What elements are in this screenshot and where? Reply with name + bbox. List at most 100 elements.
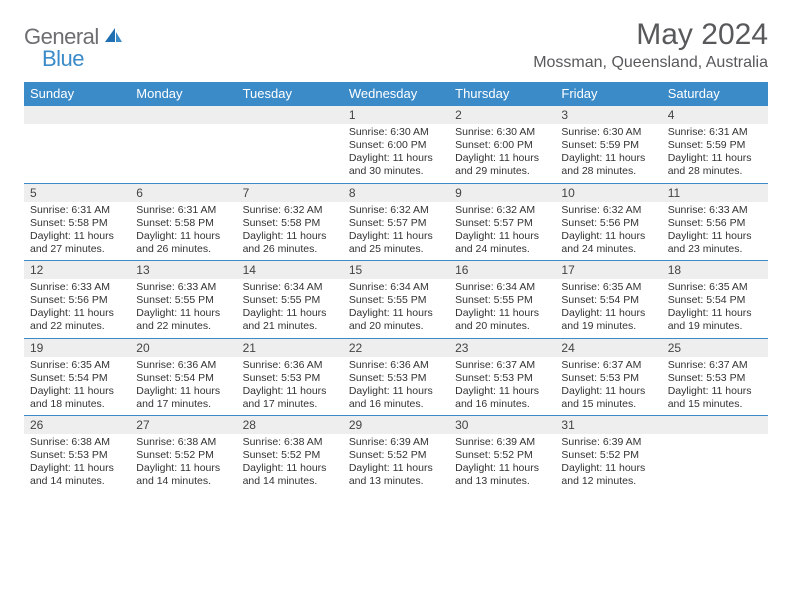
day-content-cell: Sunrise: 6:34 AMSunset: 5:55 PMDaylight:…: [237, 279, 343, 338]
daylight-text-1: Daylight: 11 hours: [349, 230, 443, 243]
day-content-row: Sunrise: 6:38 AMSunset: 5:53 PMDaylight:…: [24, 434, 768, 493]
sunset-text: Sunset: 5:54 PM: [136, 372, 230, 385]
day-content-cell: Sunrise: 6:34 AMSunset: 5:55 PMDaylight:…: [449, 279, 555, 338]
sunset-text: Sunset: 6:00 PM: [455, 139, 549, 152]
day-content-cell: Sunrise: 6:33 AMSunset: 5:56 PMDaylight:…: [24, 279, 130, 338]
daylight-text-2: and 29 minutes.: [455, 165, 549, 178]
daylight-text-2: and 24 minutes.: [561, 243, 655, 256]
day-number-cell: 9: [449, 183, 555, 202]
daylight-text-1: Daylight: 11 hours: [561, 230, 655, 243]
sunrise-text: Sunrise: 6:36 AM: [243, 359, 337, 372]
day-number-row: 19202122232425: [24, 338, 768, 357]
calendar-table: Sunday Monday Tuesday Wednesday Thursday…: [24, 82, 768, 493]
sunset-text: Sunset: 5:53 PM: [455, 372, 549, 385]
day-content-row: Sunrise: 6:30 AMSunset: 6:00 PMDaylight:…: [24, 124, 768, 183]
daylight-text-2: and 16 minutes.: [349, 398, 443, 411]
sunrise-text: Sunrise: 6:37 AM: [561, 359, 655, 372]
daylight-text-1: Daylight: 11 hours: [668, 230, 762, 243]
sunset-text: Sunset: 5:55 PM: [243, 294, 337, 307]
daylight-text-2: and 20 minutes.: [349, 320, 443, 333]
sunrise-text: Sunrise: 6:38 AM: [136, 436, 230, 449]
day-content-cell: Sunrise: 6:35 AMSunset: 5:54 PMDaylight:…: [555, 279, 661, 338]
day-header: Friday: [555, 82, 661, 106]
sunrise-text: Sunrise: 6:37 AM: [455, 359, 549, 372]
day-content-cell: [237, 124, 343, 183]
day-content-cell: Sunrise: 6:31 AMSunset: 5:59 PMDaylight:…: [662, 124, 768, 183]
day-number-cell: [24, 106, 130, 125]
day-number-row: 1234: [24, 106, 768, 125]
sunset-text: Sunset: 6:00 PM: [349, 139, 443, 152]
day-number-cell: 25: [662, 338, 768, 357]
daylight-text-2: and 13 minutes.: [349, 475, 443, 488]
daylight-text-2: and 30 minutes.: [349, 165, 443, 178]
day-content-cell: Sunrise: 6:31 AMSunset: 5:58 PMDaylight:…: [24, 202, 130, 261]
day-header: Saturday: [662, 82, 768, 106]
sunset-text: Sunset: 5:56 PM: [561, 217, 655, 230]
daylight-text-1: Daylight: 11 hours: [30, 230, 124, 243]
daylight-text-2: and 25 minutes.: [349, 243, 443, 256]
daylight-text-2: and 28 minutes.: [561, 165, 655, 178]
daylight-text-1: Daylight: 11 hours: [349, 307, 443, 320]
day-number-cell: 17: [555, 261, 661, 280]
daylight-text-1: Daylight: 11 hours: [668, 307, 762, 320]
sunset-text: Sunset: 5:54 PM: [561, 294, 655, 307]
sunrise-text: Sunrise: 6:36 AM: [349, 359, 443, 372]
day-content-cell: Sunrise: 6:39 AMSunset: 5:52 PMDaylight:…: [343, 434, 449, 493]
sunrise-text: Sunrise: 6:36 AM: [136, 359, 230, 372]
sunset-text: Sunset: 5:55 PM: [349, 294, 443, 307]
day-number-cell: 3: [555, 106, 661, 125]
day-number-row: 12131415161718: [24, 261, 768, 280]
sunrise-text: Sunrise: 6:34 AM: [243, 281, 337, 294]
sunrise-text: Sunrise: 6:38 AM: [243, 436, 337, 449]
day-number-cell: 31: [555, 416, 661, 435]
day-content-cell: Sunrise: 6:38 AMSunset: 5:52 PMDaylight:…: [237, 434, 343, 493]
day-number-cell: 22: [343, 338, 449, 357]
day-number-cell: 2: [449, 106, 555, 125]
daylight-text-2: and 16 minutes.: [455, 398, 549, 411]
daylight-text-1: Daylight: 11 hours: [455, 152, 549, 165]
sunrise-text: Sunrise: 6:39 AM: [561, 436, 655, 449]
sunrise-text: Sunrise: 6:33 AM: [668, 204, 762, 217]
sunset-text: Sunset: 5:57 PM: [455, 217, 549, 230]
daylight-text-2: and 19 minutes.: [561, 320, 655, 333]
daylight-text-1: Daylight: 11 hours: [561, 462, 655, 475]
sunrise-text: Sunrise: 6:35 AM: [561, 281, 655, 294]
daylight-text-1: Daylight: 11 hours: [668, 385, 762, 398]
day-number-cell: 30: [449, 416, 555, 435]
daylight-text-1: Daylight: 11 hours: [30, 385, 124, 398]
daylight-text-2: and 27 minutes.: [30, 243, 124, 256]
day-number-row: 567891011: [24, 183, 768, 202]
daylight-text-2: and 15 minutes.: [561, 398, 655, 411]
day-number-cell: 11: [662, 183, 768, 202]
day-header: Thursday: [449, 82, 555, 106]
day-number-cell: 15: [343, 261, 449, 280]
day-number-cell: 5: [24, 183, 130, 202]
daylight-text-1: Daylight: 11 hours: [136, 307, 230, 320]
day-number-cell: 21: [237, 338, 343, 357]
day-number-cell: 23: [449, 338, 555, 357]
daylight-text-2: and 17 minutes.: [243, 398, 337, 411]
day-content-cell: Sunrise: 6:36 AMSunset: 5:54 PMDaylight:…: [130, 357, 236, 416]
daylight-text-2: and 26 minutes.: [136, 243, 230, 256]
sunrise-text: Sunrise: 6:35 AM: [30, 359, 124, 372]
day-content-cell: Sunrise: 6:31 AMSunset: 5:58 PMDaylight:…: [130, 202, 236, 261]
day-number-cell: 28: [237, 416, 343, 435]
sunset-text: Sunset: 5:54 PM: [30, 372, 124, 385]
daylight-text-2: and 14 minutes.: [30, 475, 124, 488]
daylight-text-1: Daylight: 11 hours: [136, 385, 230, 398]
sunset-text: Sunset: 5:58 PM: [243, 217, 337, 230]
sunrise-text: Sunrise: 6:31 AM: [30, 204, 124, 217]
day-content-cell: Sunrise: 6:36 AMSunset: 5:53 PMDaylight:…: [343, 357, 449, 416]
sunset-text: Sunset: 5:53 PM: [243, 372, 337, 385]
daylight-text-1: Daylight: 11 hours: [561, 152, 655, 165]
sunset-text: Sunset: 5:52 PM: [136, 449, 230, 462]
sunrise-text: Sunrise: 6:38 AM: [30, 436, 124, 449]
sunrise-text: Sunrise: 6:31 AM: [136, 204, 230, 217]
day-content-cell: Sunrise: 6:32 AMSunset: 5:57 PMDaylight:…: [343, 202, 449, 261]
sunrise-text: Sunrise: 6:37 AM: [668, 359, 762, 372]
day-number-cell: 27: [130, 416, 236, 435]
daylight-text-2: and 21 minutes.: [243, 320, 337, 333]
day-number-cell: 8: [343, 183, 449, 202]
sunrise-text: Sunrise: 6:34 AM: [455, 281, 549, 294]
page: General May 2024 Mossman, Queensland, Au…: [0, 0, 792, 505]
